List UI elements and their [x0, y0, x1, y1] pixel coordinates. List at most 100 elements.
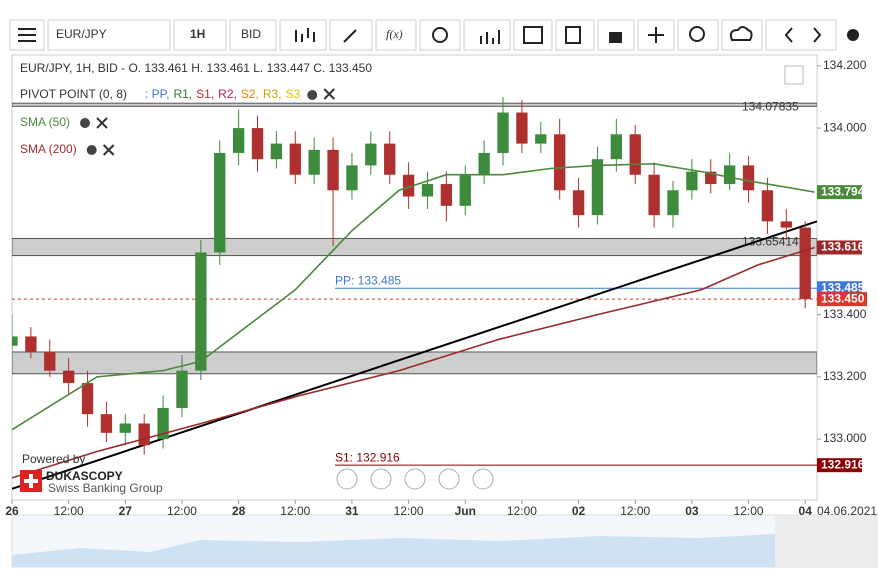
price-tag [817, 292, 867, 307]
pivot-settings[interactable] [307, 90, 318, 100]
zoom-button[interactable] [677, 19, 719, 51]
settings-button[interactable] [847, 29, 859, 41]
candle-body [780, 221, 792, 228]
pen-icon [343, 29, 357, 43]
candle-body [554, 134, 566, 191]
report-icon [565, 26, 581, 44]
candle-body [402, 174, 415, 197]
zoom-in[interactable] [438, 468, 460, 490]
report-button[interactable] [555, 19, 595, 51]
candle-body [119, 423, 131, 433]
price-tag [817, 458, 862, 473]
candle-body [346, 165, 358, 191]
scroll-right[interactable] [472, 468, 494, 490]
brand-name: DUKASCOPY [46, 469, 123, 483]
calendar-button[interactable] [513, 19, 553, 51]
pivot-key: : PP, [145, 87, 169, 101]
zone [12, 102, 817, 107]
price-tag-label: 133.485 [821, 280, 865, 294]
zone-label: 134.07835 [742, 99, 799, 113]
cloud-button[interactable] [721, 19, 763, 51]
y-tick-label: 133.000 [823, 431, 867, 445]
toolbar: EUR/JPY 1H BID f(x) [0, 0, 878, 51]
nav-buttons[interactable] [765, 19, 837, 51]
candle-body [478, 152, 490, 175]
candle-body [535, 134, 547, 144]
candle-body [610, 134, 623, 160]
plot: 134.07835 133.65414 [12, 96, 817, 490]
function-button[interactable] [375, 19, 417, 51]
price-tag [817, 281, 862, 296]
symbol: EUR/JPY [56, 27, 107, 41]
popout-button[interactable] [784, 65, 804, 85]
zoom-out[interactable] [370, 468, 392, 490]
candle-body [157, 407, 169, 440]
candle-body [44, 351, 56, 371]
candle-body [516, 112, 528, 144]
candle-body [195, 252, 207, 371]
candle-body [667, 190, 679, 216]
pivot-remove[interactable] [323, 88, 335, 100]
price-tag-label: 133.794 [821, 184, 865, 198]
info-icon [432, 27, 448, 43]
timeframe-select[interactable] [173, 19, 227, 51]
candle-body [308, 149, 320, 175]
candle-body [81, 383, 94, 415]
cloud-icon [729, 26, 753, 41]
zoom-reset[interactable] [404, 468, 426, 490]
price-tag-label: 133.450 [821, 291, 865, 305]
candle-body [214, 152, 226, 253]
legend-entry: SMA (200) [20, 142, 77, 156]
legend-entry: SMA (50) [20, 115, 70, 129]
x-tick-label: 31 [345, 504, 359, 518]
brand-cross [24, 474, 38, 488]
pivot-key: S3 [286, 87, 301, 101]
candle-body [251, 128, 264, 160]
candle-body [572, 190, 585, 216]
candle-body [384, 143, 396, 175]
candle-body [327, 149, 339, 191]
bars-icon [480, 30, 500, 44]
navigator-window[interactable] [775, 515, 878, 567]
candle-body [421, 184, 434, 197]
x-tick-label: 12:00 [280, 504, 310, 518]
candle-body [12, 336, 18, 346]
candles-icon [295, 28, 315, 42]
x-tick-label: 12:00 [54, 504, 84, 518]
info-button[interactable] [419, 19, 461, 51]
candle-body [138, 423, 150, 446]
candle-body [459, 174, 471, 206]
timeframe: 1H [190, 27, 205, 41]
scroll-left[interactable] [336, 468, 358, 490]
legend-remove[interactable] [102, 144, 115, 156]
y-tick-label: 134.000 [823, 120, 867, 134]
candle-body [591, 159, 604, 216]
side: BID [241, 27, 261, 41]
legend-settings[interactable] [86, 145, 97, 155]
lock-icon [609, 32, 622, 43]
candle-body [365, 143, 377, 166]
y-tick-label: 133.200 [823, 369, 867, 383]
symbol-select[interactable] [47, 19, 171, 51]
sma-line [12, 163, 815, 431]
zoom-controls [336, 468, 494, 490]
x-tick-label: 12:00 [507, 504, 537, 518]
candle-body [176, 370, 188, 408]
menu-icon [18, 28, 36, 42]
zone [12, 237, 817, 257]
candle-body [497, 112, 509, 153]
candle-body [723, 165, 736, 185]
pivot-key: R3, [263, 87, 282, 101]
candle-body [232, 128, 245, 153]
legend-remove[interactable] [96, 117, 108, 129]
x-tick-label: 02 [572, 504, 586, 518]
level-name: PP: 133.485 [335, 273, 401, 287]
brand-sub: Swiss Banking Group [48, 481, 163, 495]
side-select[interactable] [229, 19, 277, 51]
candle-body [705, 171, 717, 185]
zoom-icon [689, 26, 705, 42]
legend-settings[interactable] [80, 118, 91, 128]
